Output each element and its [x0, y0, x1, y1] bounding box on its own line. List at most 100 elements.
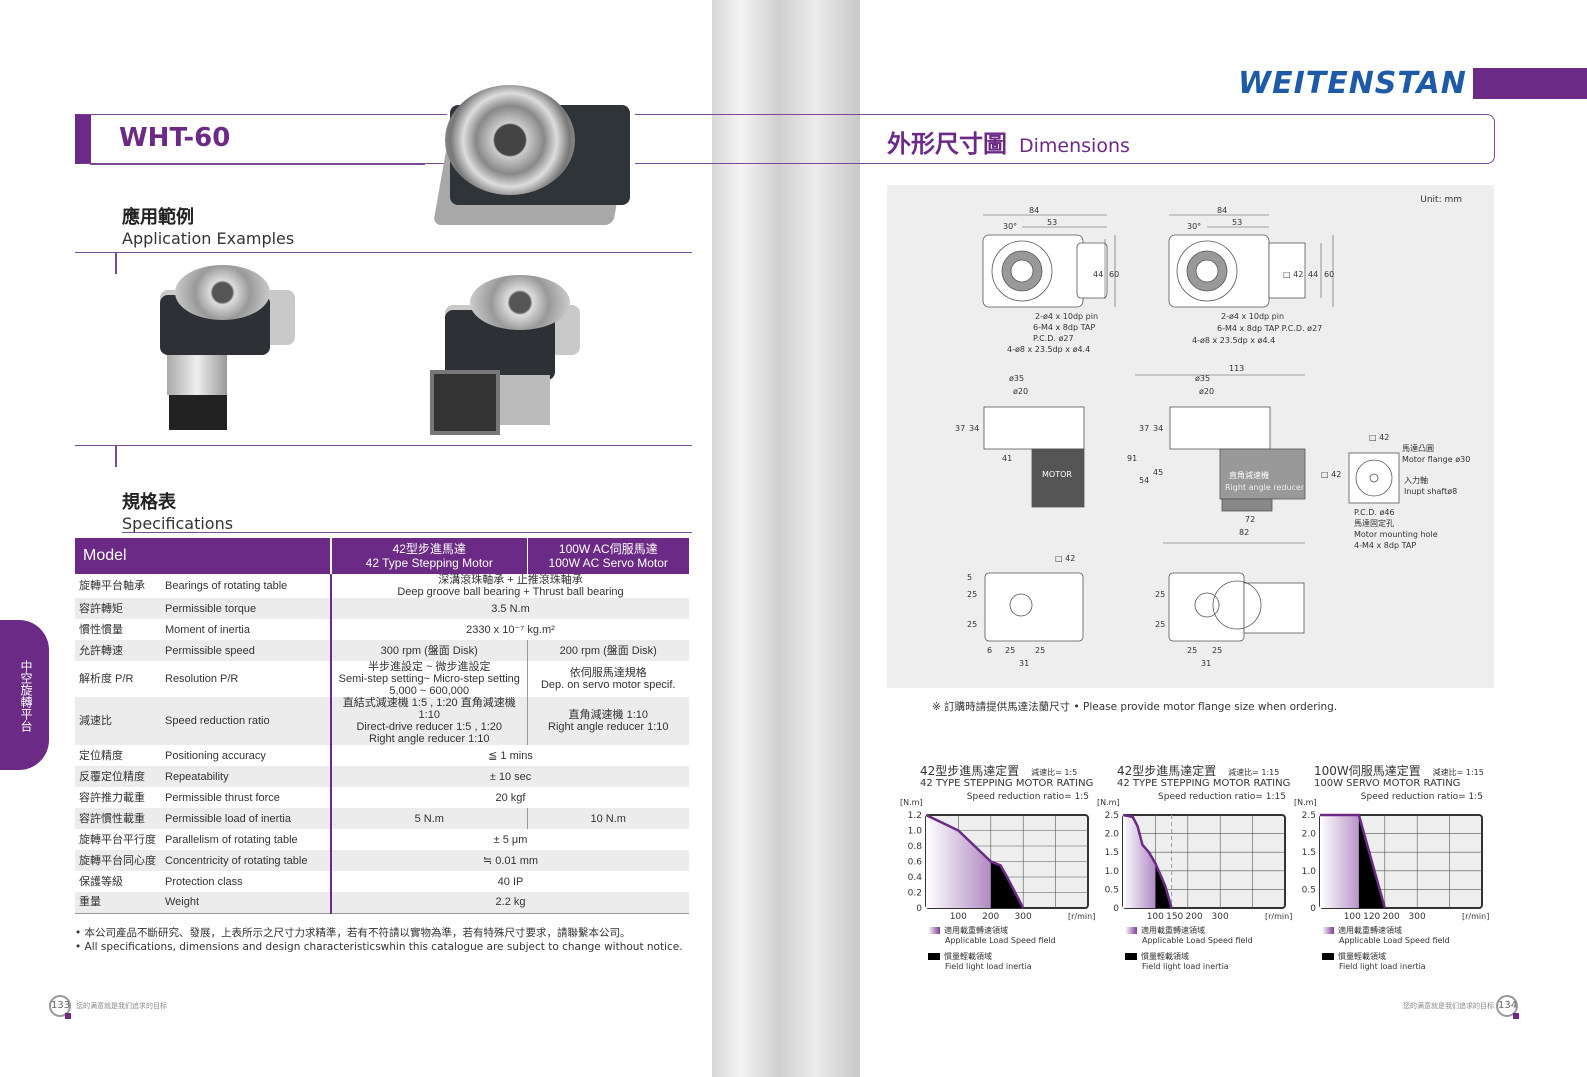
chart-ratio-cn: 減速比= 1:15	[1432, 768, 1484, 777]
x-axis-label: [r/min]	[1462, 912, 1490, 921]
x-tick-label: 300	[1409, 912, 1426, 922]
row-label-en: Bearings of rotating table	[165, 580, 288, 592]
table-row: 容許推力載重 Permissible thrust force 20 kgf	[75, 787, 689, 808]
dim-53: 53	[1047, 218, 1057, 227]
page-marker-right	[1513, 1013, 1519, 1019]
dimensions-heading: 外形尺寸圖 Dimensions	[887, 124, 1136, 159]
dim-34: 34	[969, 424, 979, 433]
mount-cn: 馬達固定孔	[1354, 518, 1394, 528]
note-tap-pcd: 6-M4 x 8dp TAP P.C.D. ø27	[1217, 324, 1322, 333]
hero-product-image	[430, 75, 630, 235]
legend-applicable: 適用載重轉速領域 Applicable Load Speed field	[928, 925, 1056, 945]
x-tick-label: 100	[1147, 912, 1164, 922]
row-label-cn: 旋轉平台同心度	[75, 850, 161, 871]
dim-25-d: 25	[1035, 646, 1045, 655]
reducer-label-cn: 直角減速機	[1229, 470, 1269, 480]
row-label-en: Positioning accuracy	[165, 749, 266, 762]
table-row: 允許轉速 Permissible speed 300 rpm (盤面 Disk) 20…	[75, 640, 689, 661]
row-label-en: Permissible speed	[161, 640, 331, 661]
chart-title-cn: 42型步進馬達定置	[1117, 764, 1217, 778]
legend-light: 慣量輕載領域 Field light load inertia	[1125, 951, 1229, 971]
dim-60: 60	[1109, 270, 1119, 279]
dim-54: 54	[1139, 476, 1149, 485]
chart-ratio-cn: 減速比= 1:15	[1228, 768, 1280, 777]
chart-title: 42 TYPE STEPPING MOTOR RATING	[1117, 778, 1291, 789]
legend-swatch-light	[1125, 953, 1137, 960]
row-value: 3.5 N.m	[330, 598, 689, 619]
row-label-en: Protection class	[165, 875, 243, 888]
row-value-servo: 10 N.m	[526, 808, 689, 829]
y-axis-label: [N.m]	[1294, 798, 1317, 807]
row-label-cn: 解析度 P/R	[79, 673, 134, 685]
dim-25-g: 25	[1187, 646, 1197, 655]
side-tab[interactable]: 中空旋轉平台	[0, 620, 49, 770]
applications-heading: 應用範例 Application Examples	[122, 207, 295, 248]
row-value: 40 IP	[330, 871, 689, 892]
legend-applicable: 適用載重轉速領域 Applicable Load Speed field	[1322, 925, 1450, 945]
row-label-cn: 保護等級	[79, 875, 123, 888]
chart-plot: 0 0.5 1.0 1.5 2.0 2.5 100 150 200 300	[1105, 811, 1286, 922]
note-tap: 6-M4 x 8dp TAP	[1033, 323, 1095, 332]
y-tick-label: 0.2	[908, 889, 922, 899]
dim-30: 30°	[1003, 222, 1017, 231]
footer-slogan-left: 您的满意就是我们追求的目标	[76, 1002, 167, 1010]
note-pcd: P.C.D. ø27	[1033, 334, 1074, 343]
rating-curve	[1122, 813, 1173, 909]
row-value: ± 5 μm	[330, 829, 689, 850]
table-row: 旋轉平台軸承 Bearings of rotating table 深溝滾珠軸承 +…	[75, 574, 689, 598]
row-value: ≒ 0.01 mm	[330, 850, 689, 871]
note-pin-b: 2-ø4 x 10dp pin	[1221, 312, 1284, 321]
dim-31: 31	[1019, 659, 1029, 668]
chart-title-cn: 42型步進馬達定置	[920, 764, 1020, 778]
row-label-cn: 反覆定位精度	[75, 766, 161, 787]
y-tick-label: 0.5	[1105, 885, 1119, 895]
rating-curve	[1320, 813, 1387, 909]
x-axis-label: [r/min]	[1265, 912, 1293, 921]
row-value-servo: 依伺服馬達規格 Dep. on servo motor specif.	[526, 661, 689, 697]
note-hole-b: 4-ø8 x 23.5dp x ø4.4	[1192, 336, 1275, 345]
dim-20: ø20	[1013, 387, 1028, 396]
y-tick-label: 1.0	[1302, 867, 1317, 877]
row-value-stepping: 半步進設定 ~ 微步進設定 Semi-step setting~ Micro-st…	[330, 661, 527, 697]
unit-label: Unit: mm	[1420, 195, 1462, 205]
table-row: 容許慣性載重 Permissible load of inertia 5 N.m 10…	[75, 808, 689, 829]
row-label-en: Permissible load of inertia	[161, 808, 331, 829]
shaft-en: Inupt shaftø8	[1404, 487, 1457, 496]
row-label-en: Resolution P/R	[165, 673, 239, 685]
legend-swatch-light	[928, 953, 940, 960]
spec-table: Model 42型步進馬達 42 Type Stepping Motor 100W…	[75, 538, 689, 914]
chart-title-cn: 100W伺服馬達定置	[1314, 764, 1421, 778]
shaft-cn: 入力軸	[1404, 475, 1428, 485]
dim-53-b: 53	[1232, 218, 1242, 227]
y-tick-label: 0.8	[908, 842, 923, 852]
y-tick-label: 0.4	[908, 873, 923, 883]
y-tick-label: 2.5	[1302, 811, 1316, 821]
dim-82: 82	[1239, 528, 1249, 537]
legend-light: 慣量輕載領域 Field light load inertia	[1322, 951, 1426, 971]
dim-37-b: 37	[1139, 424, 1149, 433]
y-tick-label: 0	[1310, 904, 1316, 914]
row-label-cn: 慣性慣量	[79, 623, 123, 636]
y-tick-label: 2.0	[1105, 830, 1120, 840]
motor-label: MOTOR	[1042, 470, 1072, 479]
page-number-right: 134	[1496, 995, 1518, 1017]
row-value-servo: 直角減速機 1:10 Right angle reducer 1:10	[526, 697, 689, 745]
brand-logo: WEITENSTAN	[1238, 66, 1467, 101]
table-row: 旋轉平台同心度 Concentricity of rotating table ≒ …	[75, 850, 689, 871]
legend-swatch-applicable	[928, 927, 940, 934]
table-row: 重量 Weight 2.2 kg	[75, 892, 689, 913]
dim-25-b: 25	[967, 620, 977, 629]
row-label-cn: 減速比	[75, 697, 161, 745]
x-tick-label: 100	[950, 912, 967, 922]
y-tick-label: 1.5	[1105, 848, 1119, 858]
x-tick-label: 300	[1015, 912, 1032, 922]
table-row: 減速比 Speed reduction ratio 直結式減速機 1:5 , 1:2…	[75, 697, 689, 745]
mount-en: Motor mounting hole	[1354, 530, 1438, 539]
dim-5: 5	[967, 573, 972, 582]
chart-subtitle: Speed reduction ratio= 1:15	[1158, 792, 1286, 802]
x-tick-label: 200	[1383, 912, 1400, 922]
row-value: 20 kgf	[330, 787, 689, 808]
dim-41: 41	[1002, 454, 1012, 463]
dim-44-b: 44	[1308, 270, 1318, 279]
x-tick-label: 200	[1186, 912, 1203, 922]
